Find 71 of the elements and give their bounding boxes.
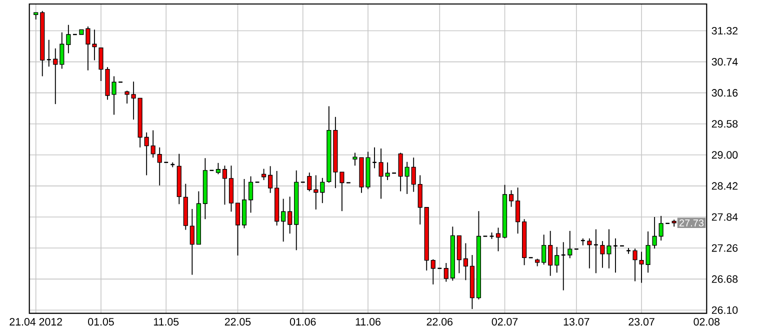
candlestick — [639, 251, 644, 284]
candlestick — [46, 39, 52, 68]
candlestick — [548, 230, 553, 276]
candlestick — [430, 258, 436, 285]
candlestick — [307, 172, 312, 192]
candlestick — [652, 216, 657, 250]
candlestick — [248, 176, 254, 214]
candlestick — [516, 187, 520, 234]
candlestick — [340, 172, 344, 212]
candlestick — [124, 90, 130, 104]
candlestick — [320, 177, 325, 204]
x-tick-label: 01.05 — [88, 318, 114, 326]
candlestick — [554, 246, 560, 274]
candlestick — [157, 146, 162, 186]
x-tick-label: 21.04 2012 — [10, 318, 62, 326]
candlestick — [600, 240, 605, 268]
candlestick — [222, 165, 228, 206]
candlestick — [268, 166, 273, 194]
x-tick-label: 02.08 — [694, 318, 720, 326]
candlestick — [288, 196, 292, 234]
y-tick-label: 29.00 — [712, 151, 738, 159]
candlestick — [463, 242, 468, 281]
y-tick-label: 29.58 — [712, 120, 738, 128]
candlestick — [542, 234, 546, 266]
candlestick — [508, 190, 514, 208]
candlestick — [262, 168, 266, 181]
candlestick — [593, 228, 598, 274]
y-tick-label: 26.10 — [712, 306, 738, 314]
candlestick — [658, 215, 664, 242]
x-tick-label: 02.07 — [492, 318, 518, 326]
candlestick — [235, 202, 240, 256]
y-tick-label: 27.26 — [712, 244, 738, 252]
candlestick — [632, 248, 638, 282]
x-tick-label: 22.06 — [426, 318, 453, 326]
candlestick — [398, 152, 403, 192]
candlestick — [444, 262, 448, 282]
y-tick-label: 28.42 — [712, 182, 738, 190]
candlestick — [418, 174, 422, 225]
candlestick — [378, 148, 384, 200]
candlestick — [86, 26, 90, 71]
candlestick — [587, 238, 592, 269]
x-tick-label: 22.05 — [224, 318, 251, 326]
x-tick-label: 01.06 — [290, 318, 316, 326]
candlestick — [404, 161, 410, 194]
y-tick-label: 27.84 — [712, 213, 738, 221]
candlestick — [150, 130, 156, 158]
candlestick — [60, 32, 64, 70]
candlestick — [92, 29, 97, 61]
candlestick — [568, 230, 572, 259]
x-tick-label: 13.07 — [564, 318, 590, 326]
candlestick — [190, 208, 194, 276]
y-tick-label: 26.68 — [712, 275, 738, 283]
x-tick-label: 11.05 — [154, 318, 179, 326]
candlestick — [314, 174, 318, 210]
y-tick-label: 30.74 — [712, 58, 738, 66]
candlestick — [385, 162, 390, 181]
candlestick — [606, 228, 612, 269]
candlestick — [66, 24, 71, 54]
candlestick — [216, 162, 220, 175]
x-tick-label: 23.07 — [628, 318, 654, 326]
candlestick — [131, 81, 136, 120]
x-tick-label: 11.06 — [356, 318, 380, 326]
candlestick — [53, 48, 58, 105]
candlestick — [281, 198, 286, 242]
annotation: 27.73 — [679, 219, 704, 226]
candlestick — [411, 157, 416, 192]
y-tick-label: 31.32 — [712, 26, 738, 35]
candlestick — [646, 230, 650, 274]
y-tick-label: 30.16 — [712, 89, 738, 97]
candlestick — [496, 227, 501, 252]
candlestick — [144, 132, 149, 176]
